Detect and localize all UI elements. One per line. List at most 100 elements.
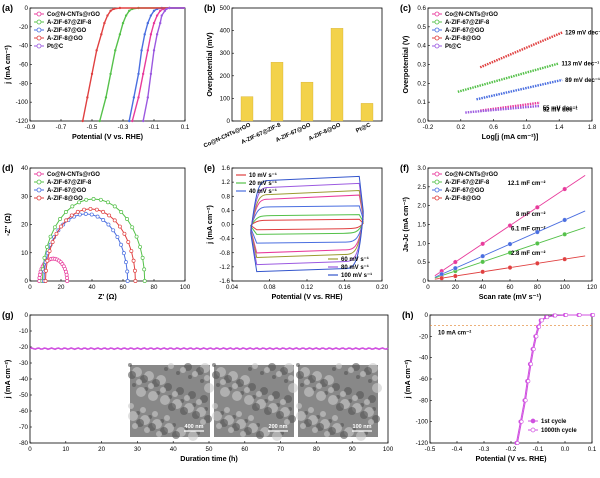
x-tick-label: 10 <box>62 446 69 453</box>
y-axis-label: Overpotential (V) <box>401 35 410 94</box>
sem-texture <box>232 423 240 431</box>
legend-entry: A-ZIF-67@ZIF-8 <box>445 20 490 26</box>
data-point <box>149 33 153 36</box>
data-point <box>537 324 542 329</box>
slope-label: 113 mV dec⁻¹ <box>561 61 599 68</box>
sem-texture <box>160 395 170 405</box>
x-tick-label: 0 <box>28 284 32 291</box>
data-point <box>526 379 531 384</box>
data-point <box>43 279 48 283</box>
tafel-line <box>479 31 563 69</box>
legend-entry: 60 mV s⁻¹ <box>341 256 369 263</box>
sem-texture <box>192 411 200 419</box>
data-point <box>539 318 544 323</box>
sem-texture <box>296 363 300 367</box>
data-point <box>128 119 131 123</box>
x-axis-label: Z' (Ω) <box>98 292 117 301</box>
data-point <box>59 224 63 229</box>
x-tick-label: -0.2 <box>506 446 517 453</box>
sem-texture <box>216 423 222 429</box>
data-point <box>534 241 540 246</box>
sem-texture <box>148 383 154 389</box>
data-point <box>65 275 70 280</box>
panel-label: (f) <box>400 163 409 173</box>
sem-texture <box>284 395 292 403</box>
sem-texture <box>168 363 174 369</box>
data-point <box>146 21 149 25</box>
sem-texture <box>164 383 172 391</box>
sem-texture <box>244 387 250 393</box>
sem-texture <box>228 427 234 433</box>
x-tick-label: 0.12 <box>301 284 314 291</box>
y-tick-label: -50 <box>19 392 29 399</box>
sem-texture <box>264 407 272 415</box>
legend-marker <box>434 35 440 41</box>
sem-texture <box>320 411 326 417</box>
legend-entry: A-ZIF-8@GO <box>47 36 83 42</box>
legend-marker <box>36 179 42 185</box>
data-point <box>141 119 145 123</box>
legend-marker <box>36 11 42 17</box>
data-point <box>562 217 568 223</box>
sem-texture <box>320 379 328 387</box>
data-point <box>141 72 145 76</box>
data-point <box>137 96 140 99</box>
sem-texture <box>304 419 312 427</box>
y-tick-label: -30 <box>19 360 29 367</box>
legend-marker <box>434 179 440 185</box>
sem-texture <box>332 383 340 391</box>
data-point <box>77 212 82 217</box>
data-point <box>515 440 520 445</box>
panel-h: (h) -0.5 -0.4 -0.3 -0.2 -0.1 0.0 0.1 0 -20 -40 -60 -… <box>402 310 597 463</box>
sem-texture <box>272 375 276 379</box>
legend-marker <box>36 195 42 201</box>
x-tick-label: 100 <box>383 446 394 453</box>
sem-texture <box>332 367 336 371</box>
y-tick-label: -100 <box>416 419 429 426</box>
y-tick-label: 100 <box>220 95 231 102</box>
data-point <box>106 14 109 17</box>
data-point <box>121 251 126 256</box>
sem-texture <box>240 431 246 437</box>
data-point <box>452 265 458 271</box>
sem-texture <box>276 411 284 419</box>
data-point <box>125 217 129 221</box>
sem-texture <box>184 363 192 371</box>
data-point <box>143 33 146 36</box>
legend-marker <box>36 187 42 193</box>
data-point <box>69 213 74 218</box>
sem-texture <box>364 367 372 375</box>
sem-texture <box>232 391 242 401</box>
legend-marker <box>36 27 42 33</box>
data-point <box>534 261 540 266</box>
data-point <box>77 200 82 205</box>
y-axis-label: Overpotential (mV) <box>205 32 214 97</box>
legend-entry: A-ZIF-67@GO <box>47 188 87 194</box>
slope-label: 52 mV dec⁻¹ <box>543 107 578 114</box>
y-tick-label: -40 <box>419 355 429 362</box>
data-point <box>507 241 513 247</box>
sem-texture <box>220 387 230 397</box>
data-point <box>125 269 130 274</box>
bar <box>240 96 254 122</box>
x-tick-label: 0.6 <box>489 124 498 131</box>
data-point <box>109 72 112 76</box>
sem-texture <box>152 379 160 387</box>
series-line <box>99 7 185 122</box>
sem-texture <box>256 391 262 397</box>
data-point <box>528 362 533 367</box>
data-point <box>75 209 80 214</box>
sem-texture <box>180 367 186 373</box>
sem-texture <box>232 383 238 389</box>
y-tick-label: -60 <box>419 376 429 383</box>
panel-label: (h) <box>402 310 414 320</box>
sem-texture <box>372 383 382 393</box>
sem-texture <box>136 419 144 427</box>
sem-texture <box>340 391 346 397</box>
series-line <box>142 7 185 122</box>
data-point <box>82 207 87 212</box>
data-point <box>54 231 59 236</box>
data-point <box>122 231 127 236</box>
legend-entry: A-ZIF-67@ZIF-8 <box>445 180 490 186</box>
